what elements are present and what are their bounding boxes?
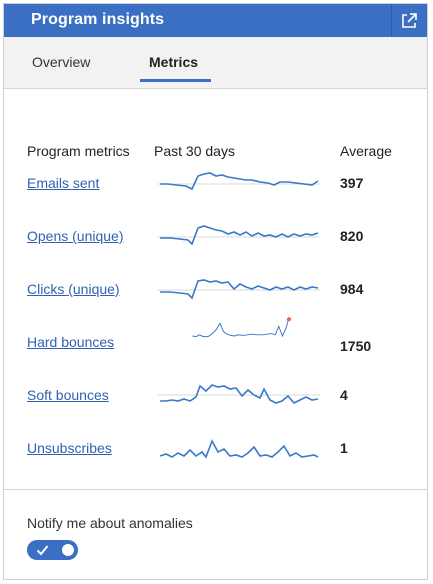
tab-metrics[interactable]: Metrics: [149, 54, 199, 70]
metric-average-emails-sent: 397: [340, 175, 364, 191]
sparkline-hard-bounces: [192, 317, 292, 338]
sparkline-emails-sent: [158, 172, 320, 191]
toggle-knob: [62, 544, 74, 556]
sparkline-unsubscribes: [159, 439, 319, 459]
notify-anomalies-toggle[interactable]: [27, 540, 78, 560]
popout-button[interactable]: [394, 6, 424, 35]
column-header-average: Average: [340, 143, 392, 159]
metric-link-emails-sent[interactable]: Emails sent: [27, 175, 100, 191]
check-icon: [36, 545, 49, 556]
metric-average-opens-unique: 820: [340, 228, 364, 244]
metric-link-soft-bounces[interactable]: Soft bounces: [27, 387, 109, 403]
panel-header: Program insights: [4, 4, 427, 37]
sparkline-soft-bounces: [158, 384, 320, 404]
metric-average-unsubscribes: 1: [340, 440, 348, 456]
tab-overview[interactable]: Overview: [32, 54, 91, 70]
metric-link-unsubscribes[interactable]: Unsubscribes: [27, 440, 112, 456]
external-link-icon: [402, 12, 417, 28]
section-divider: [4, 489, 427, 490]
notify-anomalies-label: Notify me about anomalies: [27, 515, 193, 531]
header-divider: [391, 4, 392, 37]
metric-average-hard-bounces: 1750: [340, 338, 372, 354]
column-header-trend: Past 30 days: [154, 143, 235, 159]
sparkline-clicks-unique: [158, 279, 320, 300]
column-header-metric: Program metrics: [27, 143, 130, 159]
active-tab-indicator: [140, 79, 211, 82]
program-insights-panel: Program insights Overview Metrics Progra…: [3, 3, 428, 580]
metric-average-clicks-unique: 984: [340, 281, 364, 297]
metric-link-opens-unique[interactable]: Opens (unique): [27, 228, 124, 244]
sparkline-opens-unique: [158, 225, 320, 246]
metric-average-soft-bounces: 4: [340, 387, 348, 403]
metric-link-hard-bounces[interactable]: Hard bounces: [27, 334, 115, 350]
panel-title: Program insights: [31, 11, 165, 28]
anomaly-marker[interactable]: [286, 317, 292, 322]
metric-link-clicks-unique[interactable]: Clicks (unique): [27, 281, 120, 297]
tab-bar: Overview Metrics: [4, 37, 427, 89]
